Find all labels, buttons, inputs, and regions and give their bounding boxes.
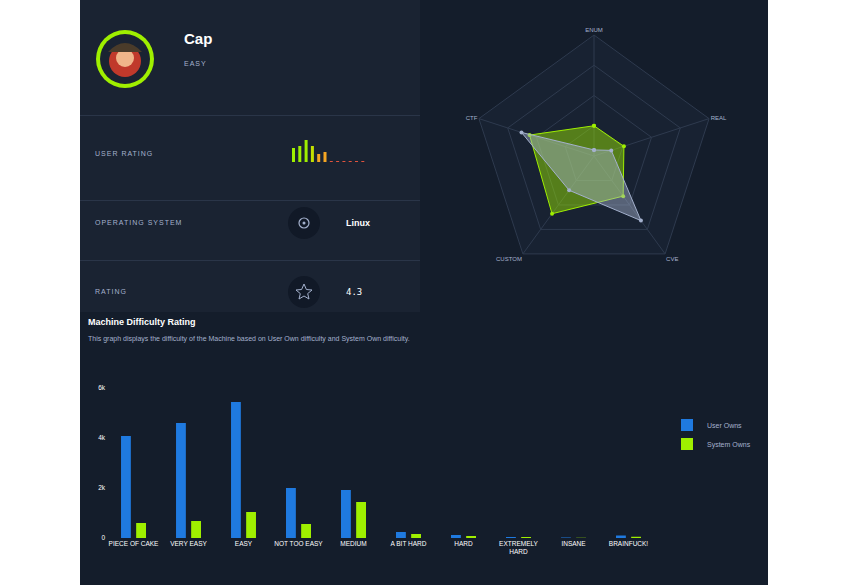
svg-text:CVE: CVE [666,256,678,262]
svg-text:INSANE: INSANE [561,540,586,547]
svg-text:A BIT HARD: A BIT HARD [390,540,426,547]
html-text:Machine Difficulty Rating: Machine Difficulty Rating [88,317,196,327]
svg-text:ENUM: ENUM [585,27,603,33]
svg-text:BRAINFUCK!: BRAINFUCK! [609,540,649,547]
svg-text:CUSTOM: CUSTOM [496,256,522,262]
html-text:USER RATING: USER RATING [95,150,154,157]
html-text:EASY: EASY [184,60,207,67]
html-text:Linux: Linux [346,218,370,228]
svg-text:User Owns: User Owns [707,422,742,429]
svg-text:PIECE OF CAKE: PIECE OF CAKE [109,540,160,547]
svg-text:EASY: EASY [235,540,253,547]
svg-text:HARD: HARD [454,540,473,547]
svg-text:System Owns: System Owns [707,441,751,449]
svg-text:2k: 2k [98,484,106,491]
svg-text:MEDIUM: MEDIUM [340,540,366,547]
svg-text:NOT TOO EASY: NOT TOO EASY [274,540,323,547]
html-text:OPERATING SYSTEM: OPERATING SYSTEM [95,219,183,226]
html-text:Cap: Cap [184,30,213,47]
svg-text:EXTREMELYHARD: EXTREMELYHARD [499,540,539,555]
svg-text:REAL: REAL [711,115,727,121]
svg-text:CTF: CTF [466,115,478,121]
svg-text:4k: 4k [98,434,106,441]
html-text:This graph displays the diffic: This graph displays the difficulty of th… [88,335,410,342]
svg-text:6k: 6k [98,384,106,391]
svg-text:0: 0 [101,534,105,541]
html-text:RATING: RATING [95,288,127,295]
svg-text:VERY EASY: VERY EASY [170,540,207,547]
html-text:4.3: 4.3 [346,287,363,297]
